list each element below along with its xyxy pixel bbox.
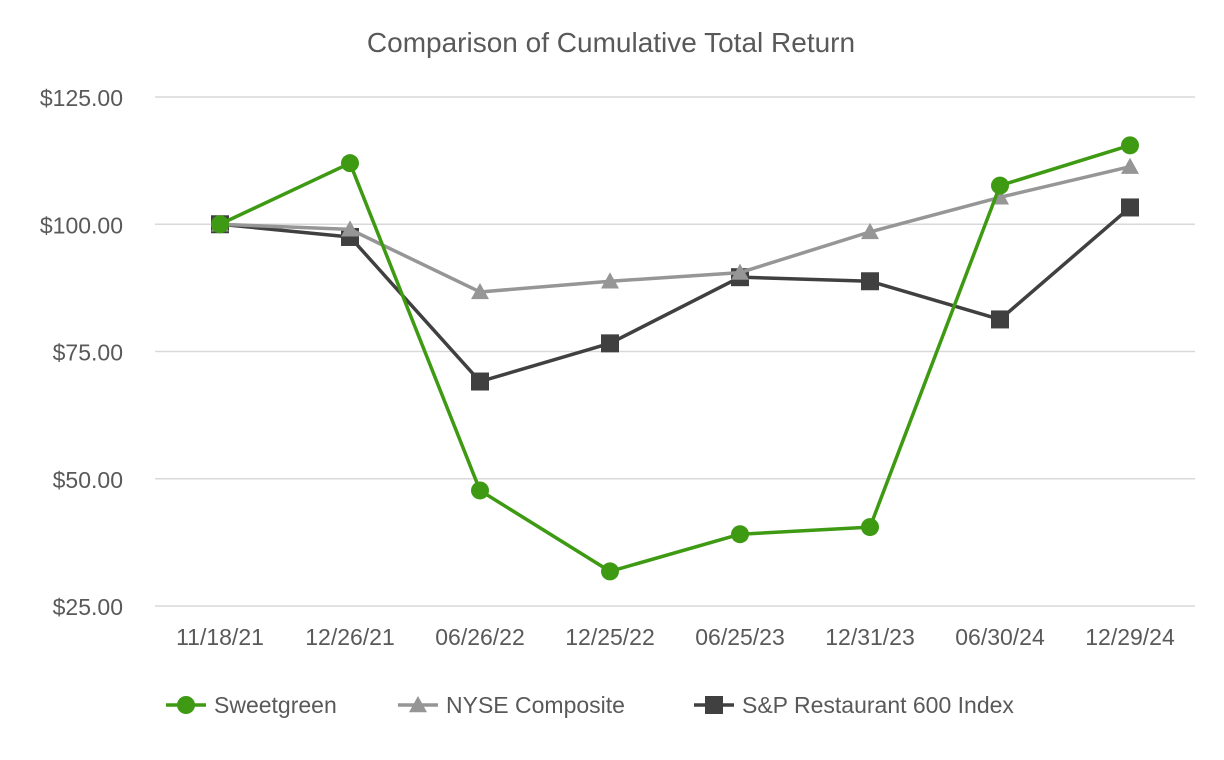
sweetgreen-line <box>219 143 1131 574</box>
y-tick-label: $125.00 <box>40 85 123 111</box>
x-tick-label: 12/25/22 <box>565 624 655 650</box>
nyse-composite-point <box>731 263 749 280</box>
x-tick-label: 06/30/24 <box>955 624 1045 650</box>
x-tick-label: 12/31/23 <box>825 624 915 650</box>
x-tick-label: 06/26/22 <box>435 624 525 650</box>
legend-item-nyse-composite: NYSE Composite <box>398 692 625 718</box>
legend-label: NYSE Composite <box>446 692 625 718</box>
sweetgreen-point <box>861 518 879 537</box>
legend-label: Sweetgreen <box>214 692 337 718</box>
nyse-composite-point <box>861 222 879 240</box>
y-tick-label: $100.00 <box>40 212 123 238</box>
legend-swatch-marker <box>177 696 195 714</box>
y-tick-label: $25.00 <box>53 594 123 620</box>
legend: Sweetgreen NYSE Composite S&P Restaurant 6… <box>166 692 1014 718</box>
series-sweetgreen <box>211 136 1139 581</box>
sweetgreen-point <box>731 525 749 544</box>
y-tick-label: $75.00 <box>53 340 123 366</box>
nyse-composite-point <box>341 220 359 237</box>
nyse-composite-point <box>471 282 489 300</box>
y-axis-tick-labels: $25.00 $50.00 $75.00 $100.00 $125.00 <box>40 85 123 620</box>
gridlines <box>155 96 1195 607</box>
legend-swatch-marker <box>705 696 723 714</box>
s-p-restaurant-600-index-point <box>991 310 1009 329</box>
sweetgreen-point <box>1121 136 1139 155</box>
sweetgreen-point <box>341 154 359 173</box>
x-tick-label: 11/18/21 <box>176 624 264 650</box>
s-p-restaurant-600-index-point <box>601 334 619 353</box>
nyse-composite-point <box>601 272 619 289</box>
chart-title: Comparison of Cumulative Total Return <box>367 27 855 58</box>
x-tick-label: 06/25/23 <box>695 624 785 650</box>
legend-item-s-p-restaurant-600-index: S&P Restaurant 600 Index <box>694 692 1014 718</box>
series-lines <box>211 136 1139 581</box>
s-p-restaurant-600-index-line <box>219 206 1132 384</box>
legend-label: S&P Restaurant 600 Index <box>742 692 1014 718</box>
series-nyse-composite <box>211 157 1139 300</box>
legend-item-sweetgreen: Sweetgreen <box>166 692 337 718</box>
nyse-composite-line <box>219 165 1131 294</box>
nyse-composite-point <box>1121 157 1139 174</box>
sweetgreen-point <box>991 176 1009 195</box>
sweetgreen-point <box>471 481 489 500</box>
s-p-restaurant-600-index-point <box>471 372 489 391</box>
x-tick-label: 12/29/24 <box>1085 624 1175 650</box>
legend-swatch-marker <box>409 696 427 713</box>
s-p-restaurant-600-index-point <box>861 272 879 291</box>
x-tick-label: 12/26/21 <box>305 624 395 650</box>
s-p-restaurant-600-index-point <box>1121 198 1139 217</box>
x-axis-tick-labels: 11/18/21 12/26/21 06/26/22 12/25/22 06/25/23… <box>176 624 1175 650</box>
y-tick-label: $50.00 <box>53 467 123 493</box>
sweetgreen-point <box>601 562 619 581</box>
sweetgreen-point <box>211 215 229 234</box>
